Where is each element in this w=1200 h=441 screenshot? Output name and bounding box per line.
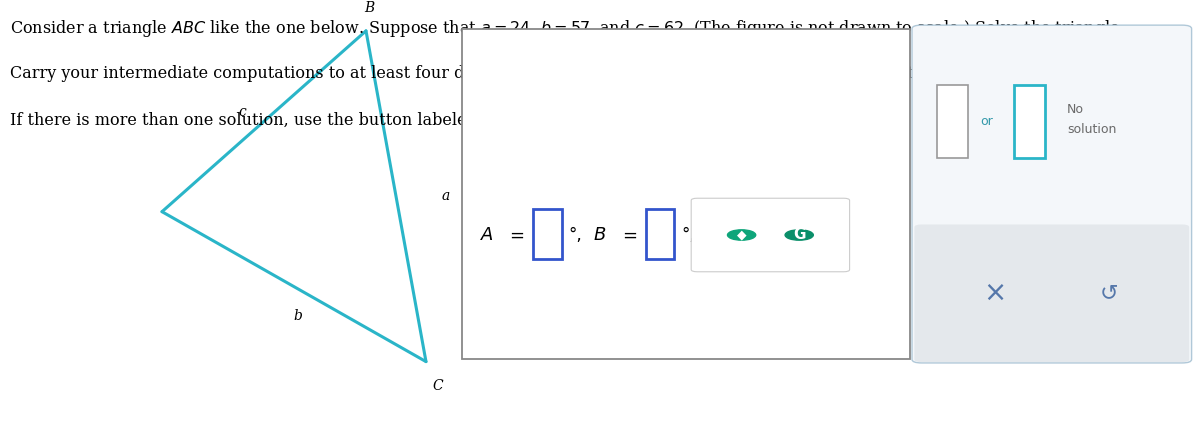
Text: B: B: [365, 1, 374, 15]
FancyBboxPatch shape: [937, 85, 968, 157]
Text: $C$: $C$: [706, 226, 720, 244]
Circle shape: [785, 230, 814, 240]
Text: °,: °,: [569, 226, 582, 244]
Text: ×: ×: [983, 279, 1006, 307]
FancyBboxPatch shape: [691, 198, 850, 272]
Text: C: C: [433, 379, 443, 393]
Text: If there is more than one solution, use the button labeled "or".: If there is more than one solution, use …: [10, 112, 520, 129]
Text: •: •: [739, 242, 744, 250]
FancyBboxPatch shape: [914, 224, 1189, 362]
Text: G: G: [793, 228, 805, 243]
Text: b: b: [293, 309, 302, 323]
Text: solution: solution: [1067, 123, 1116, 136]
Text: °,: °,: [682, 226, 695, 244]
Text: No: No: [1067, 103, 1084, 116]
FancyBboxPatch shape: [1014, 85, 1045, 157]
Text: or: or: [980, 115, 994, 128]
Text: c: c: [239, 105, 246, 120]
Circle shape: [727, 230, 756, 240]
FancyBboxPatch shape: [912, 25, 1192, 363]
Text: $A$: $A$: [480, 226, 494, 244]
Text: Consider a triangle $ABC$ like the one below. Suppose that $a = 24$, $b = 57$, a: Consider a triangle $ABC$ like the one b…: [10, 18, 1124, 39]
FancyBboxPatch shape: [462, 29, 910, 359]
FancyBboxPatch shape: [533, 209, 562, 259]
Text: $B$: $B$: [593, 226, 606, 244]
Text: ↺: ↺: [1099, 283, 1118, 303]
Text: ◆: ◆: [737, 228, 746, 242]
Text: a: a: [442, 189, 450, 203]
Text: Carry your intermediate computations to at least four decimal places, and round : Carry your intermediate computations to …: [10, 65, 955, 82]
Text: $=$: $=$: [619, 226, 638, 244]
FancyBboxPatch shape: [646, 209, 674, 259]
Text: $=$: $=$: [506, 226, 526, 244]
